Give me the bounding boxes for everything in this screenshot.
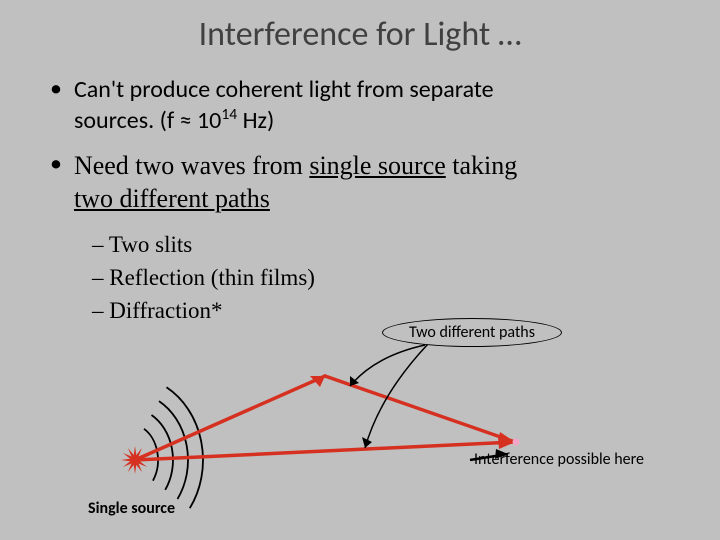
sub-item-3: – Diffraction* (92, 295, 670, 326)
source-label: Single source (88, 499, 175, 518)
slide-content: • Can't produce coherent light from sepa… (0, 55, 720, 326)
bullet-dot: • (50, 150, 62, 215)
interference-label: Interference possible here (474, 450, 644, 469)
path-label-oval: Two different paths (382, 318, 562, 347)
sub-item-1: – Two slits (92, 229, 670, 260)
bullet-2: • Need two waves from single source taki… (50, 150, 670, 215)
sublist: – Two slits – Reflection (thin films) – … (92, 229, 670, 326)
sub-item-2: – Reflection (thin films) (92, 262, 670, 293)
slide-title: Interference for Light … (0, 0, 720, 55)
bullet-dot: • (50, 75, 62, 136)
bullet-2-text: Need two waves from single source taking… (74, 150, 517, 215)
bullet-1-text: Can't produce coherent light from separa… (74, 75, 494, 136)
bullet-1: • Can't produce coherent light from sepa… (50, 75, 670, 136)
